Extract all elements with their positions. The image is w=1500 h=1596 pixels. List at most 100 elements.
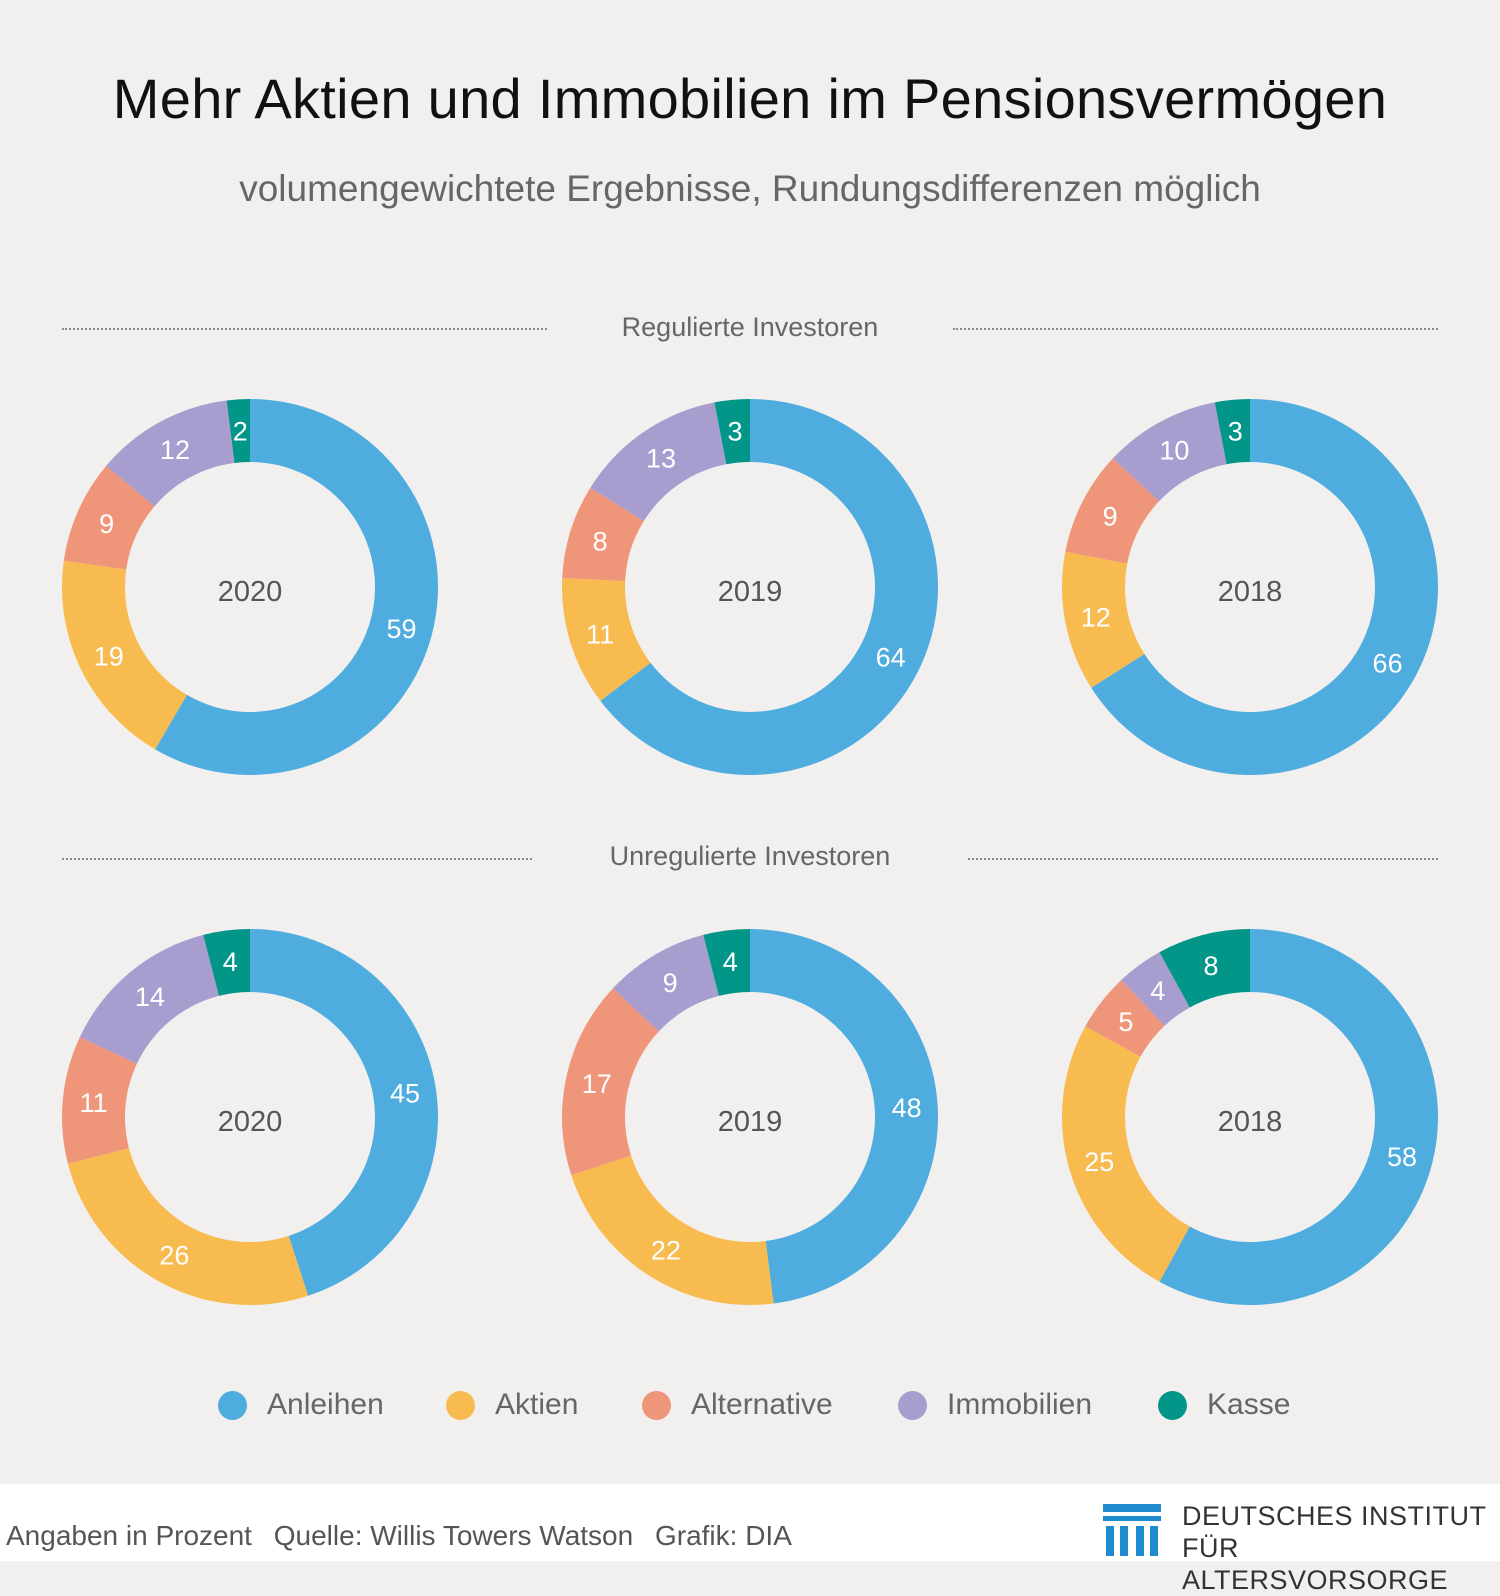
donut-chart: 59 19 9 12 2 2020 [62, 399, 438, 775]
center-year-label: 2019 [718, 1106, 783, 1138]
logo-bar-top2 [1103, 1516, 1161, 1521]
data-label: 19 [94, 641, 124, 671]
data-label: 9 [663, 968, 678, 998]
legend-item-immobilien: Immobilien [898, 1388, 1092, 1422]
section-divider-right [968, 858, 1438, 860]
slice-alternative [63, 465, 155, 570]
data-label: 9 [1103, 502, 1118, 532]
donut-chart: 45 26 11 14 4 2020 [62, 929, 438, 1305]
legend-label: Anleihen [267, 1388, 384, 1421]
slice-immobilien [106, 400, 235, 507]
legend-label: Kasse [1207, 1388, 1291, 1421]
data-label: 48 [892, 1093, 922, 1123]
slice-anleihen [1159, 928, 1439, 1306]
section-divider-right [953, 328, 1438, 330]
slice-aktien [571, 1155, 774, 1305]
credit-note: Grafik: DIA [654, 1520, 792, 1551]
slice-aktien [1062, 551, 1145, 688]
slice-alternative [562, 988, 659, 1176]
data-label: 11 [80, 1088, 108, 1118]
slice-immobilien [79, 934, 219, 1064]
slice-anleihen [155, 399, 438, 775]
legend-swatch [898, 1390, 927, 1420]
data-label: 26 [159, 1241, 189, 1271]
section-label-regulated: Regulierte Investoren [621, 312, 879, 342]
logo-text: DEUTSCHES INSTITUT FÜR ALTERSVORSORGE [1182, 1500, 1500, 1596]
slice-aktien [562, 578, 651, 701]
center-year-label: 2018 [1218, 576, 1283, 608]
slice-anleihen [600, 399, 938, 776]
legend-swatch [642, 1390, 671, 1420]
slice-immobilien [612, 934, 719, 1032]
slice-kasse [226, 399, 250, 463]
slice-kasse [703, 929, 750, 996]
data-label: 4 [1150, 976, 1165, 1006]
legend-label: Aktien [495, 1388, 579, 1421]
legend-item-kasse: Kasse [1158, 1388, 1290, 1422]
legend-item-aktien: Aktien [446, 1388, 578, 1422]
logo-line-2: FÜR ALTERSVORSORGE [1182, 1533, 1449, 1595]
section-divider-left [62, 858, 532, 860]
data-label: 25 [1084, 1147, 1114, 1177]
donut-chart: 64 11 8 13 3 2019 [562, 399, 938, 776]
data-label: 4 [223, 947, 238, 977]
data-label: 3 [728, 417, 743, 447]
slice-immobilien [590, 402, 727, 522]
center-year-label: 2020 [218, 1106, 283, 1138]
slice-anleihen [750, 929, 938, 1304]
data-label: 13 [646, 444, 676, 474]
slice-aktien [1062, 1026, 1190, 1282]
data-label: 2 [233, 416, 248, 446]
section-label-unregulated: Unregulierte Investoren [609, 841, 891, 871]
slice-alternative [1085, 979, 1165, 1057]
center-year-label: 2019 [718, 576, 783, 608]
data-label: 45 [390, 1078, 420, 1108]
footer: Angaben in Prozent Quelle: Willis Towers… [0, 1484, 1500, 1595]
slice-alternative [1065, 458, 1159, 564]
legend-label: Immobilien [947, 1388, 1093, 1421]
data-label: 8 [593, 526, 608, 556]
donut-chart: 48 22 17 9 4 2019 [562, 929, 938, 1305]
data-label: 12 [160, 435, 190, 465]
logo-column [1120, 1526, 1128, 1556]
data-label: 10 [1159, 435, 1189, 465]
slice-immobilien [1112, 402, 1227, 502]
data-label: 4 [723, 947, 738, 977]
logo-column [1136, 1526, 1144, 1556]
data-label: 14 [135, 982, 165, 1012]
slice-kasse [1214, 399, 1250, 465]
data-label: 66 [1373, 649, 1403, 679]
slice-kasse [203, 929, 250, 996]
donut-charts: 5919912220206411813320196612910320184526… [62, 399, 1439, 1306]
center-year-label: 2018 [1218, 1106, 1283, 1138]
dia-logo-icon [1103, 1504, 1161, 1556]
data-label: 22 [651, 1236, 681, 1266]
data-label: 58 [1387, 1142, 1417, 1172]
center-year-label: 2020 [218, 576, 283, 608]
chart-title: Mehr Aktien und Immobilien im Pensionsve… [112, 67, 1388, 130]
data-label: 59 [387, 614, 417, 644]
source-note: Quelle: Willis Towers Watson [273, 1520, 634, 1551]
legend-item-anleihen: Anleihen [218, 1388, 384, 1422]
logo-column [1150, 1526, 1158, 1556]
slice-aktien [62, 560, 187, 750]
legend-label: Alternative [691, 1388, 833, 1421]
data-label: 17 [582, 1069, 612, 1099]
legend-item-alternative: Alternative [642, 1388, 833, 1422]
logo-bar-top [1103, 1504, 1161, 1512]
slice-anleihen [250, 929, 438, 1296]
donut-chart: 66 12 9 10 3 2018 [1062, 399, 1438, 775]
data-label: 3 [1228, 417, 1243, 447]
data-label: 8 [1203, 951, 1218, 981]
legend-swatch [446, 1390, 475, 1420]
legend-swatch [218, 1390, 247, 1420]
slice-alternative [562, 487, 644, 582]
legend-swatch [1158, 1390, 1187, 1420]
slice-aktien [67, 1148, 309, 1305]
slice-anleihen [1091, 399, 1438, 775]
logo-line-1: DEUTSCHES INSTITUT [1182, 1501, 1487, 1531]
data-label: 12 [1081, 602, 1111, 632]
section-divider-left [62, 328, 547, 330]
footer-notes: Angaben in Prozent Quelle: Willis Towers… [6, 1520, 806, 1552]
slice-kasse [714, 399, 750, 465]
